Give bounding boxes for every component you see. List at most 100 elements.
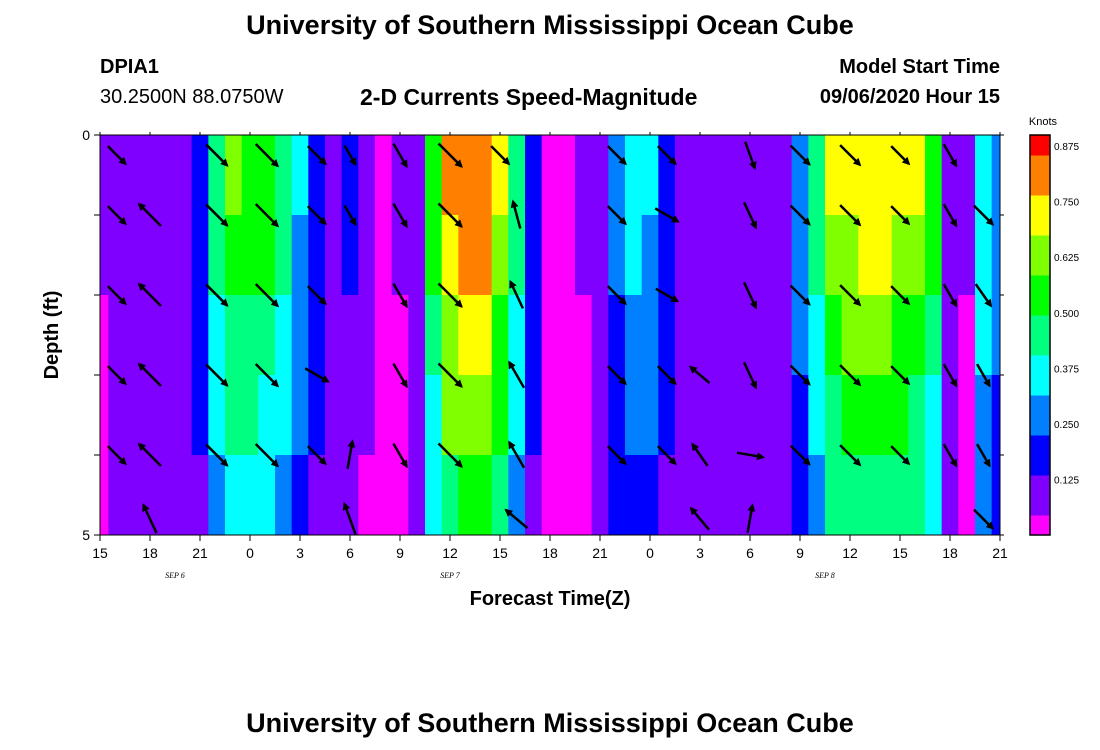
heatmap-cell bbox=[575, 455, 593, 535]
heatmap-cell bbox=[525, 375, 543, 456]
date-label: SEP 6 bbox=[165, 571, 185, 580]
page-title: University of Southern Mississippi Ocean… bbox=[246, 10, 854, 40]
heatmap-cell bbox=[541, 135, 559, 216]
heatmap-cell bbox=[175, 215, 193, 296]
current-vector bbox=[839, 204, 862, 227]
heatmap-cell bbox=[425, 295, 443, 376]
heatmap-cell bbox=[858, 135, 876, 216]
heatmap-cell bbox=[758, 295, 776, 376]
x-tick-label: 0 bbox=[646, 545, 654, 561]
heatmap-cell bbox=[358, 295, 376, 376]
current-vector bbox=[890, 145, 911, 166]
heatmap-cell bbox=[591, 295, 609, 376]
heatmap-cell bbox=[841, 135, 859, 216]
current-vector bbox=[254, 203, 280, 228]
heatmap-cell bbox=[741, 295, 759, 376]
colorbar-tick-label: 0.500 bbox=[1054, 309, 1079, 320]
heatmap-cell bbox=[925, 295, 943, 376]
heatmap-cell bbox=[475, 135, 493, 216]
heatmap-cell bbox=[100, 215, 109, 296]
colorbar-segment bbox=[1030, 205, 1050, 216]
heatmap-cell bbox=[858, 455, 876, 535]
heatmap-cell bbox=[741, 215, 759, 296]
current-vector bbox=[606, 145, 627, 166]
heatmap-cell bbox=[858, 375, 876, 456]
current-vector bbox=[942, 443, 958, 468]
heatmap-cell bbox=[908, 295, 926, 376]
heatmap-cell bbox=[675, 295, 693, 376]
current-vector bbox=[942, 363, 958, 388]
current-vector bbox=[205, 283, 229, 307]
heatmap-cell bbox=[258, 135, 276, 216]
x-axis-label: Forecast Time(Z) bbox=[470, 588, 631, 610]
heatmap-cell bbox=[158, 135, 176, 216]
heatmap-cell bbox=[458, 215, 476, 296]
current-vector bbox=[437, 362, 463, 388]
heatmap-cell bbox=[375, 455, 393, 535]
current-vector bbox=[106, 445, 127, 466]
current-vector bbox=[890, 285, 911, 306]
heatmap-cell bbox=[275, 455, 293, 535]
heatmap-cell bbox=[358, 375, 376, 456]
x-tick-label: 3 bbox=[296, 545, 304, 561]
heatmap-cell bbox=[375, 375, 393, 456]
current-vector bbox=[890, 205, 911, 226]
heatmap-cell bbox=[208, 455, 226, 535]
colorbar-segment bbox=[1030, 495, 1050, 506]
heatmap-cell bbox=[341, 135, 359, 216]
heatmap-cell bbox=[275, 215, 293, 296]
heatmap-cell bbox=[408, 215, 426, 296]
heatmap-cell bbox=[875, 455, 893, 535]
heatmap-cell bbox=[275, 295, 293, 376]
station-id: DPIA1 bbox=[100, 56, 159, 78]
heatmap-cell bbox=[825, 295, 843, 376]
current-vector bbox=[742, 281, 758, 310]
heatmap-cell bbox=[891, 215, 909, 296]
heatmap-cell bbox=[641, 295, 659, 376]
heatmap-cell bbox=[191, 295, 209, 376]
colorbar-segment bbox=[1030, 475, 1050, 486]
heatmap-cell bbox=[308, 135, 326, 216]
heatmap-cell bbox=[141, 215, 159, 296]
colorbar-segment bbox=[1030, 305, 1050, 316]
heatmap-cell bbox=[691, 295, 709, 376]
current-vector bbox=[106, 365, 127, 386]
heatmap-cell bbox=[291, 215, 309, 296]
current-vector bbox=[106, 205, 127, 226]
current-vector bbox=[392, 442, 408, 469]
heatmap-cell bbox=[875, 135, 893, 216]
x-tick-label: 9 bbox=[796, 545, 804, 561]
heatmap-cell bbox=[875, 215, 893, 296]
heatmap-cell bbox=[308, 295, 326, 376]
heatmap-cell bbox=[558, 455, 576, 535]
heatmap-cell bbox=[858, 215, 876, 296]
colorbar-segment bbox=[1030, 315, 1050, 326]
heatmap-cell bbox=[725, 135, 743, 216]
heatmap-cell bbox=[308, 455, 326, 535]
heatmap-cell bbox=[525, 135, 543, 216]
heatmap-cell bbox=[625, 295, 643, 376]
current-vector bbox=[254, 363, 280, 388]
colorbar-segment bbox=[1030, 245, 1050, 256]
heatmap-cell bbox=[241, 135, 259, 216]
colorbar-segment bbox=[1030, 345, 1050, 356]
colorbar-segment bbox=[1030, 155, 1050, 166]
heatmap-cell bbox=[775, 135, 793, 216]
heatmap-cell bbox=[691, 455, 709, 535]
current-vector bbox=[789, 364, 811, 386]
heatmap-cell bbox=[658, 135, 676, 216]
current-vector bbox=[976, 443, 991, 468]
heatmap-cell bbox=[141, 375, 159, 456]
heatmap-cell bbox=[625, 215, 643, 296]
x-tick-label: 18 bbox=[942, 545, 958, 561]
heatmap-cell bbox=[508, 135, 526, 216]
heatmap-cell bbox=[941, 135, 959, 216]
colorbar-segment bbox=[1030, 335, 1050, 346]
heatmap-cell bbox=[708, 375, 726, 456]
heatmap-cell bbox=[608, 295, 626, 376]
heatmap-cell bbox=[808, 215, 826, 296]
heatmap-cell bbox=[908, 215, 926, 296]
x-tick-label: 12 bbox=[842, 545, 858, 561]
colorbar-tick-label: 0.750 bbox=[1054, 198, 1079, 209]
y-tick-label: 0 bbox=[82, 127, 90, 143]
